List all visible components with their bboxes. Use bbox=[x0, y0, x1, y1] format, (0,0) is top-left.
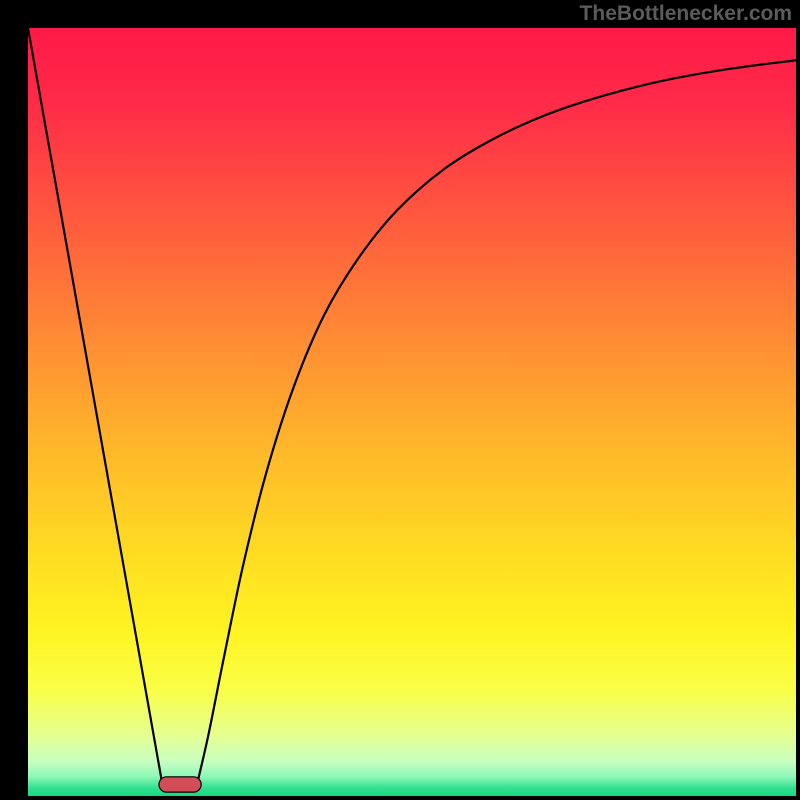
bottleneck-chart bbox=[0, 0, 800, 800]
valley-marker-pill bbox=[159, 777, 201, 792]
